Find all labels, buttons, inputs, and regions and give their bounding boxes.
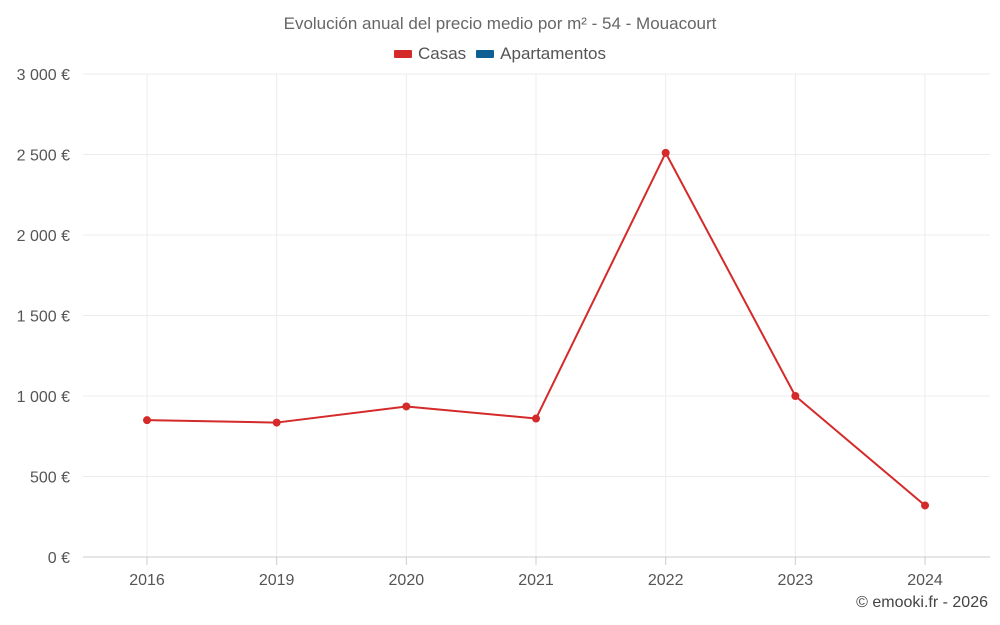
y-tick-label: 0 €	[48, 550, 70, 567]
y-tick-label: 2 000 €	[17, 228, 70, 245]
data-point[interactable]	[921, 501, 930, 510]
data-point[interactable]	[402, 402, 411, 411]
data-point[interactable]	[532, 414, 541, 423]
y-tick-label: 3 000 €	[17, 67, 70, 84]
x-tick-label: 2023	[778, 572, 814, 589]
x-tick-label: 2024	[907, 572, 943, 589]
x-tick-label: 2021	[518, 572, 554, 589]
data-point[interactable]	[791, 392, 800, 400]
data-point[interactable]	[143, 416, 151, 425]
legend-swatch-apartamentos	[476, 50, 495, 58]
credit-text: © emooki.fr - 2026	[856, 594, 988, 611]
x-tick-label: 2019	[259, 572, 295, 589]
legend-item-apartamentos[interactable]: Apartamentos	[476, 44, 606, 64]
legend-label-casas: Casas	[417, 44, 467, 63]
legend-label-apartamentos: Apartamentos	[500, 44, 607, 63]
series-casas	[143, 148, 930, 510]
chart-legend: Casas Apartamentos	[0, 44, 1000, 64]
y-tick-label: 500 €	[30, 470, 70, 487]
y-tick-label: 1 500 €	[17, 309, 70, 326]
x-tick-label: 2020	[389, 572, 425, 589]
y-tick-label: 2 500 €	[17, 148, 70, 165]
data-point[interactable]	[661, 148, 670, 157]
grid	[83, 73, 990, 557]
x-tick-label: 2022	[648, 572, 684, 589]
legend-swatch-casas	[393, 50, 412, 58]
x-tick-label: 2016	[129, 572, 165, 589]
y-tick-label: 1 000 €	[17, 389, 70, 406]
legend-item-casas[interactable]: Casas	[393, 44, 467, 64]
chart-title: Evolución anual del precio medio por m² …	[283, 14, 717, 33]
data-point[interactable]	[272, 418, 281, 427]
axes: 0 € 500 € 1 000 € 1 500 € 2 000 € 2 500 € 3 00…	[17, 67, 990, 589]
